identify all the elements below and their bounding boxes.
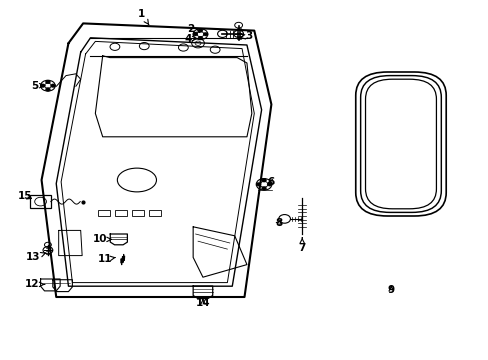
Bar: [132, 210, 144, 216]
Circle shape: [192, 32, 197, 36]
Text: 3: 3: [240, 31, 252, 41]
Text: 8: 8: [275, 218, 282, 228]
Bar: [30, 195, 51, 208]
Circle shape: [198, 29, 203, 32]
Circle shape: [198, 36, 203, 40]
Circle shape: [261, 186, 266, 190]
Text: 5: 5: [32, 81, 44, 91]
Text: 7: 7: [298, 238, 305, 253]
Text: 12: 12: [24, 279, 44, 289]
Circle shape: [50, 84, 55, 87]
Circle shape: [266, 183, 271, 186]
Circle shape: [45, 87, 50, 91]
Bar: [98, 210, 110, 216]
Text: 6: 6: [267, 177, 274, 187]
Circle shape: [203, 32, 207, 36]
Text: 14: 14: [195, 298, 210, 308]
Text: 1: 1: [138, 9, 148, 24]
Text: 11: 11: [98, 254, 115, 264]
Text: 10: 10: [93, 234, 111, 244]
Text: 13: 13: [26, 252, 46, 262]
Bar: [115, 210, 127, 216]
Circle shape: [45, 80, 50, 84]
Circle shape: [261, 179, 266, 182]
Text: 4: 4: [184, 33, 197, 44]
Text: 2: 2: [187, 24, 200, 34]
Bar: [149, 210, 161, 216]
Circle shape: [256, 183, 261, 186]
Text: 9: 9: [387, 285, 394, 295]
Circle shape: [40, 84, 45, 87]
Text: 15: 15: [18, 191, 33, 201]
